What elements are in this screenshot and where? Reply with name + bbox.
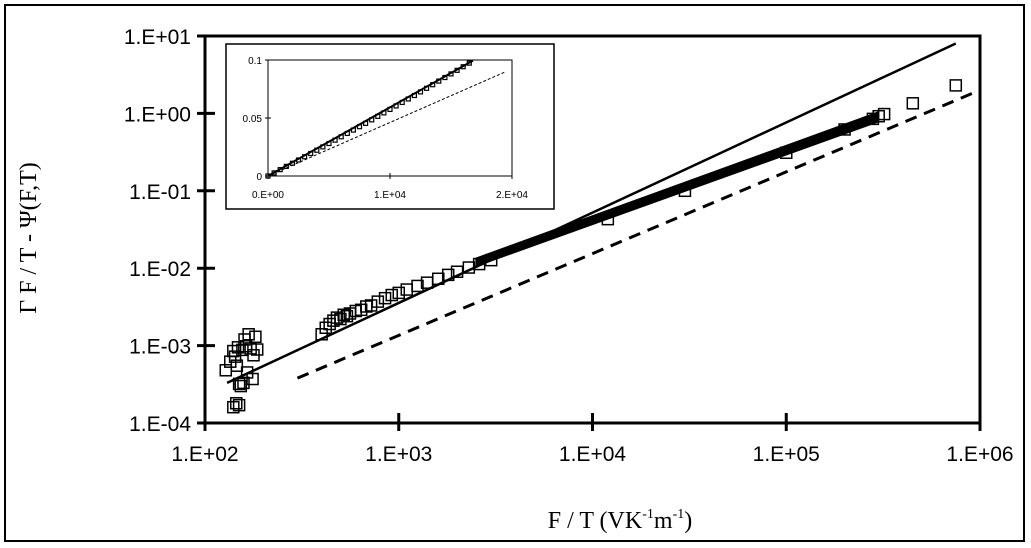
main-y-tick-label: 1.E+00 (124, 103, 191, 126)
main-y-tick-label: 1.E-02 (129, 258, 191, 281)
main-x-tick-label: 1.E+04 (559, 443, 626, 466)
x-axis-title-mid: m (654, 508, 673, 534)
x-axis-title-end: ) (684, 508, 692, 534)
main-data-point (372, 296, 383, 307)
inset-plot: 0 0.05 0.1 0.E+00 1.E+04 2.E+04 (226, 44, 554, 209)
main-data-point (324, 319, 335, 330)
x-axis-title-main: F / T (VK (548, 508, 643, 534)
main-y-tick-label: 1.E+01 (124, 26, 191, 49)
inset-x-tick-label: 1.E+04 (374, 190, 406, 201)
y-axis-title: Γ F / T - Ψ(F,T) (16, 162, 42, 313)
x-axis-title: F / T (VK-1m-1) (548, 507, 692, 534)
main-x-tick-label: 1.E+03 (365, 443, 432, 466)
main-data-point (380, 293, 391, 304)
main-x-tick-label: 1.E+05 (753, 443, 820, 466)
inset-x-tick-label: 0.E+00 (252, 190, 284, 201)
main-x-tick-label: 1.E+06 (946, 443, 1013, 466)
main-y-tick-label: 1.E-01 (129, 181, 191, 204)
main-y-tick-label: 1.E-03 (129, 336, 191, 359)
main-data-point (907, 98, 918, 109)
main-plot: 1.E-04 1.E-03 1.E-02 1.E-01 1.E+00 1.E+01 1.E+… (124, 26, 1014, 466)
main-data-point (320, 322, 331, 333)
inset-y-tick-label: 0.1 (248, 56, 262, 67)
x-axis-title-sup1: -1 (642, 507, 654, 522)
x-axis-title-sup2: -1 (673, 507, 685, 522)
inset-y-tick-label: 0.05 (243, 114, 263, 125)
main-y-tick-label: 1.E-04 (129, 413, 191, 436)
main-data-point (401, 284, 412, 295)
main-dense-data-band (476, 112, 879, 267)
main-x-tick-label: 1.E+02 (171, 443, 238, 466)
inset-y-tick-label: 0 (256, 172, 262, 183)
inset-x-tick-label: 2.E+04 (496, 190, 528, 201)
main-data-point (950, 80, 961, 91)
